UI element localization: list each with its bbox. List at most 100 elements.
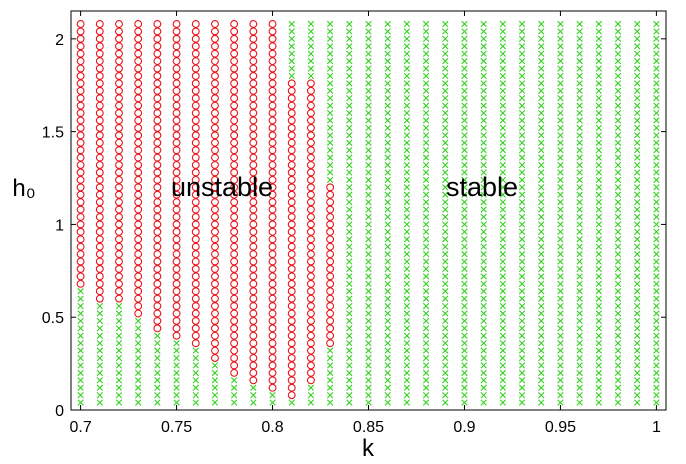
stable-point	[346, 198, 353, 206]
stable-point	[211, 362, 219, 369]
stable-point	[384, 347, 391, 354]
stable-point	[538, 80, 545, 87]
stable-point	[346, 236, 353, 243]
stable-point	[230, 384, 238, 391]
stable-point	[422, 191, 430, 198]
stable-point	[557, 273, 564, 280]
unstable-point	[306, 190, 315, 199]
stable-point	[422, 176, 430, 184]
stable-point	[96, 310, 103, 317]
stable-point	[384, 213, 391, 221]
stable-point	[384, 198, 391, 206]
stable-point	[595, 161, 603, 169]
unstable-point	[153, 175, 162, 184]
stable-point	[499, 295, 507, 302]
stable-point	[422, 362, 430, 369]
stable-point	[538, 317, 545, 325]
unstable-point	[95, 175, 104, 184]
stable-point	[595, 65, 603, 72]
unstable-point	[191, 123, 200, 132]
stable-point	[442, 72, 449, 80]
unstable-point	[172, 138, 181, 147]
stable-point	[403, 369, 411, 377]
stable-point	[365, 310, 372, 317]
stable-point	[499, 102, 507, 109]
unstable-point	[249, 242, 258, 251]
stable-point	[346, 80, 353, 87]
stable-point	[77, 369, 84, 377]
unstable-point	[115, 153, 123, 162]
unstable-point	[306, 123, 315, 132]
unstable-point	[268, 64, 277, 73]
stable-point	[422, 273, 430, 280]
unstable-point	[287, 383, 296, 392]
stable-point	[442, 332, 449, 339]
unstable-point	[230, 205, 239, 214]
stable-point	[77, 377, 84, 384]
unstable-point	[249, 57, 258, 66]
stable-point	[634, 35, 641, 43]
unstable-point	[76, 138, 85, 147]
stable-point	[538, 250, 545, 258]
stable-point	[134, 347, 142, 354]
unstable-point	[230, 235, 239, 244]
stable-point	[499, 139, 507, 146]
stable-point	[326, 154, 334, 161]
stable-point	[288, 50, 295, 57]
stable-point	[461, 332, 468, 339]
unstable-point	[249, 354, 258, 362]
stable-point	[307, 399, 315, 406]
unstable-point	[191, 294, 200, 303]
unstable-point	[230, 168, 239, 177]
stable-point	[576, 184, 583, 191]
stable-point	[461, 280, 468, 287]
stable-point	[346, 139, 353, 146]
stable-point	[211, 391, 219, 399]
stable-point	[422, 132, 430, 139]
stable-point	[538, 332, 545, 339]
unstable-point	[191, 235, 200, 244]
stable-point	[499, 265, 507, 273]
stable-point	[557, 57, 564, 65]
unstable-point	[230, 183, 239, 192]
stable-point	[480, 391, 487, 399]
unstable-point	[268, 361, 277, 370]
stable-point	[461, 384, 468, 391]
unstable-point	[115, 34, 123, 43]
stable-point	[461, 65, 468, 72]
stable-point	[422, 65, 430, 72]
unstable-point	[249, 146, 258, 155]
stable-point	[461, 391, 468, 399]
stable-point	[384, 154, 391, 161]
unstable-point	[153, 27, 162, 36]
stable-point	[595, 236, 603, 243]
unstable-point	[287, 250, 296, 259]
unstable-point	[326, 183, 335, 192]
unstable-point	[249, 287, 258, 296]
unstable-point	[115, 116, 123, 125]
stable-point	[346, 176, 353, 184]
stable-point	[538, 124, 545, 132]
stable-point	[442, 399, 449, 406]
stable-point	[634, 20, 641, 28]
stable-point	[346, 28, 353, 35]
stable-point	[576, 362, 583, 369]
stable-point	[499, 391, 507, 399]
stable-point	[576, 87, 583, 94]
unstable-point	[191, 101, 200, 110]
stable-point	[499, 384, 507, 391]
stable-point	[461, 132, 468, 139]
stable-point	[422, 80, 430, 87]
stable-point	[576, 191, 583, 198]
stable-point	[115, 347, 123, 354]
stable-point	[499, 340, 507, 347]
stable-point	[576, 236, 583, 243]
stable-point	[499, 57, 507, 65]
unstable-point	[191, 287, 200, 296]
stable-point	[538, 184, 545, 191]
stable-point	[538, 169, 545, 176]
stable-point	[365, 57, 372, 65]
stable-point	[576, 20, 583, 28]
stable-point	[595, 176, 603, 184]
unstable-point	[153, 131, 162, 140]
